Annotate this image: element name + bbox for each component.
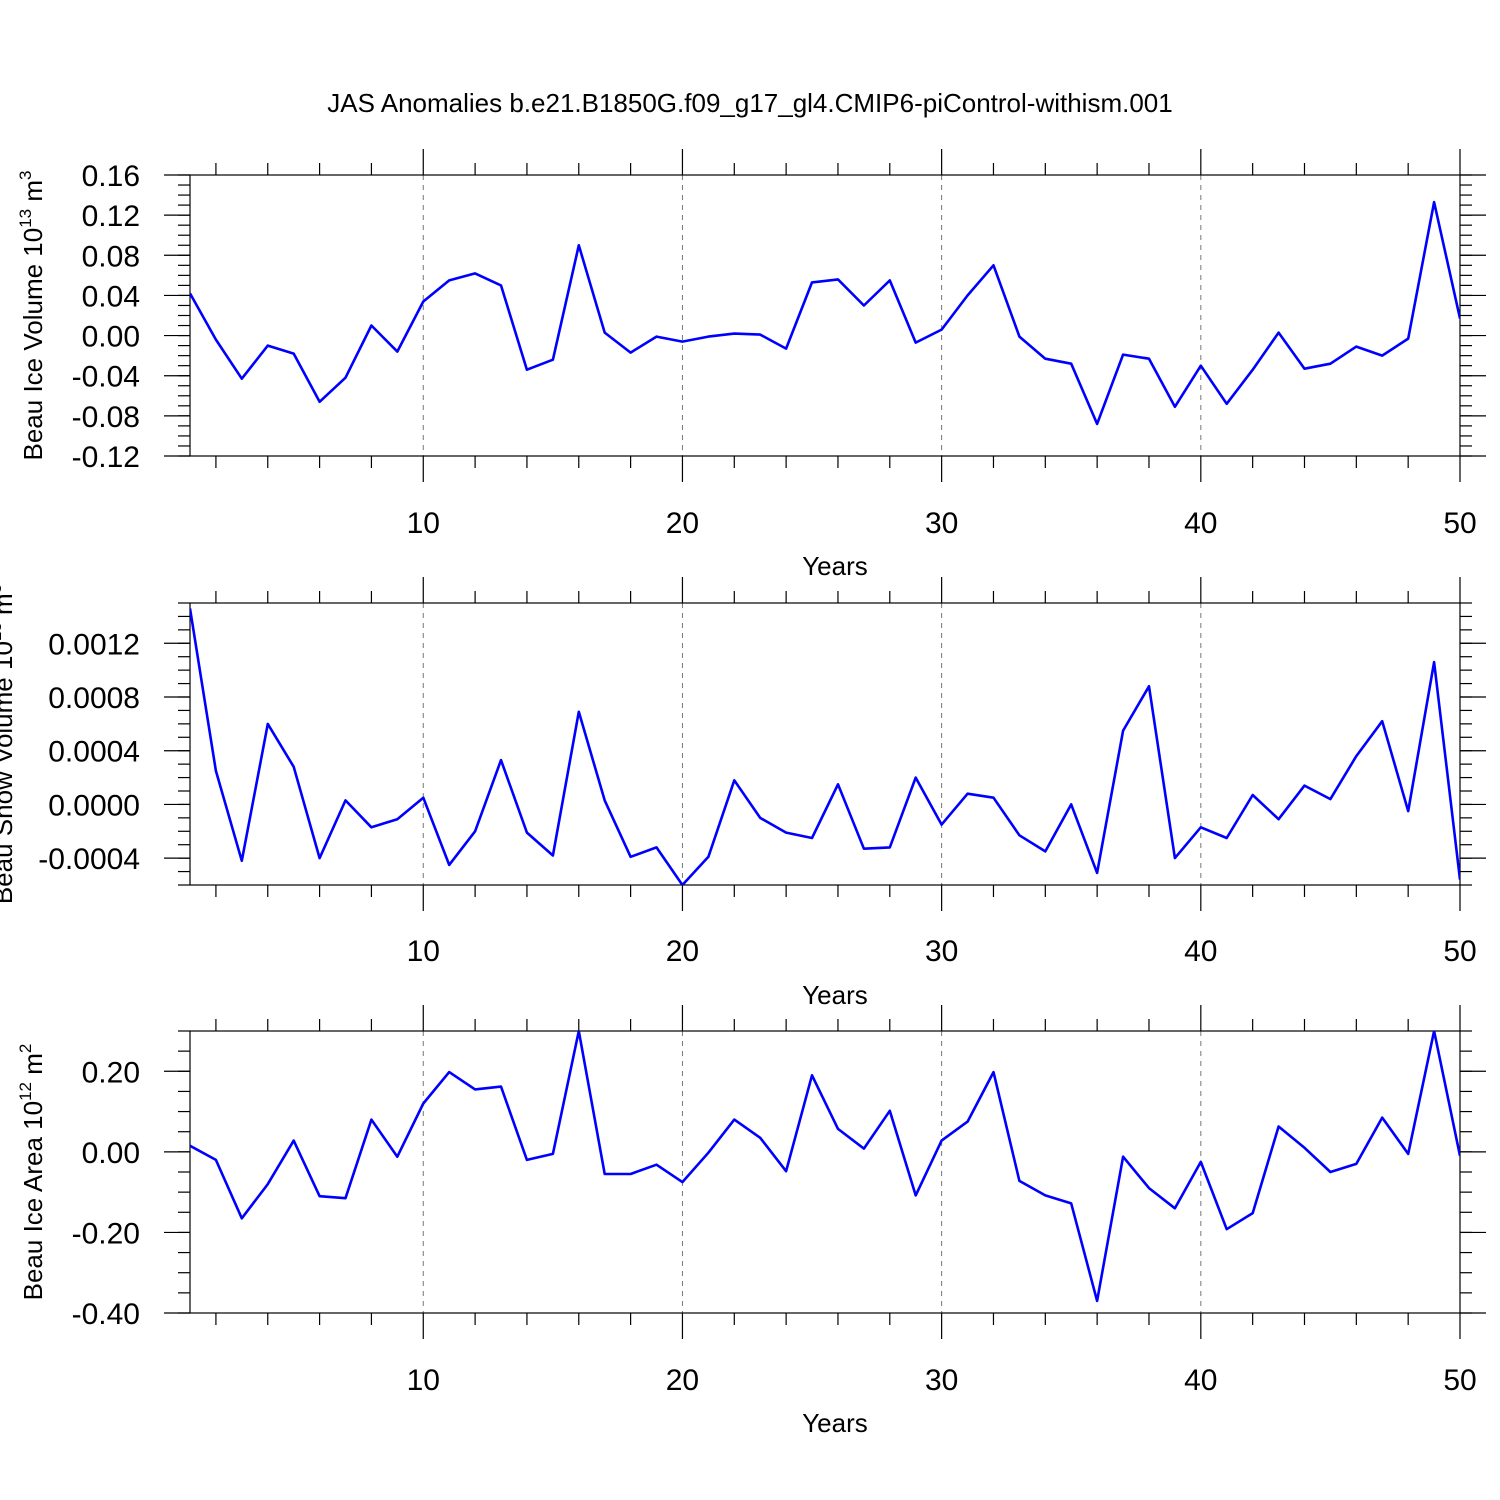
- x-axis-title: Years: [802, 551, 868, 581]
- y-tick-label: 0.0000: [48, 789, 140, 822]
- y-tick-label: 0.0012: [48, 628, 140, 661]
- y-tick-label: 0.00: [82, 321, 140, 354]
- y-tick-label: -0.0004: [38, 843, 140, 876]
- y-axis-title-part: m: [18, 180, 48, 209]
- y-tick-label: -0.40: [72, 1298, 140, 1331]
- y-axis-title-part: Beau Snow Volume 10: [0, 641, 18, 904]
- panels: 10 20 30 40 50 -0.12 -0.08 -0.04 0.00 0.04 0.08 0.1…: [0, 149, 1486, 1438]
- y-axis-title-part: 3: [0, 584, 5, 593]
- panel-2: 10 20 30 40 50 -0.0004 0.0000 0.0004 0.0008 0.001…: [0, 577, 1486, 1010]
- y-axis-title-part: 13: [0, 622, 5, 641]
- y-tick-label: -0.20: [72, 1217, 140, 1250]
- figure-title: JAS Anomalies b.e21.B1850G.f09_g17_gl4.C…: [327, 88, 1172, 118]
- x-tick-label: 30: [925, 1364, 958, 1397]
- x-tick-label: 50: [1443, 935, 1476, 968]
- x-tick-label: 40: [1184, 1364, 1217, 1397]
- y-axis-title: Beau Snow Volume 1013 m3: [0, 584, 18, 904]
- x-axis-title: Years: [802, 980, 868, 1010]
- x-tick-label: 50: [1443, 507, 1476, 540]
- y-tick-label: -0.12: [72, 441, 140, 474]
- y-axis-title: Beau Ice Area 1012 m2: [16, 1044, 48, 1301]
- series-line: [190, 608, 1460, 885]
- plot-frame: [189, 1030, 1461, 1314]
- y-tick-label: 0.04: [82, 280, 140, 313]
- y-axis-title-part: Beau Ice Area 10: [18, 1101, 48, 1300]
- x-tick-label: 50: [1443, 1364, 1476, 1397]
- plot-frame: [189, 602, 1461, 886]
- y-axis-title: Beau Ice Volume 1013 m3: [16, 171, 48, 461]
- y-tick-label: 0.00: [82, 1137, 140, 1170]
- y-tick-label: -0.08: [72, 401, 140, 434]
- y-tick-label: -0.04: [72, 361, 140, 394]
- y-axis-title-part: 2: [16, 1044, 35, 1053]
- x-tick-label: 20: [666, 935, 699, 968]
- y-axis-title-part: m: [18, 1053, 48, 1082]
- y-axis-title-part: 3: [16, 171, 35, 180]
- x-tick-label: 10: [407, 1364, 440, 1397]
- series-line: [190, 1031, 1460, 1303]
- y-tick-label: 0.0008: [48, 682, 140, 715]
- x-tick-label: 10: [407, 935, 440, 968]
- panel-3: 10 20 30 40 50 -0.40 -0.20 0.00 0.20 Years Beau Ic…: [16, 1005, 1486, 1438]
- y-axis-title-part: Beau Ice Volume 10: [18, 228, 48, 461]
- y-tick-label: 0.20: [82, 1056, 140, 1089]
- x-tick-label: 20: [666, 507, 699, 540]
- panel-1: 10 20 30 40 50 -0.12 -0.08 -0.04 0.00 0.04 0.08 0.1…: [16, 149, 1486, 581]
- y-tick-label: 0.08: [82, 240, 140, 273]
- x-tick-label: 40: [1184, 507, 1217, 540]
- x-axis-title: Years: [802, 1408, 868, 1438]
- x-tick-label: 10: [407, 507, 440, 540]
- y-tick-label: 0.0004: [48, 736, 140, 769]
- y-axis-title-part: 12: [16, 1082, 35, 1101]
- y-axis-title-part: 13: [16, 209, 35, 228]
- x-tick-label: 30: [925, 935, 958, 968]
- y-axis-title-part: m: [0, 593, 18, 622]
- x-tick-label: 40: [1184, 935, 1217, 968]
- x-tick-label: 30: [925, 507, 958, 540]
- y-tick-label: 0.12: [82, 200, 140, 233]
- series-line: [190, 200, 1460, 426]
- x-tick-label: 20: [666, 1364, 699, 1397]
- y-tick-label: 0.16: [82, 160, 140, 193]
